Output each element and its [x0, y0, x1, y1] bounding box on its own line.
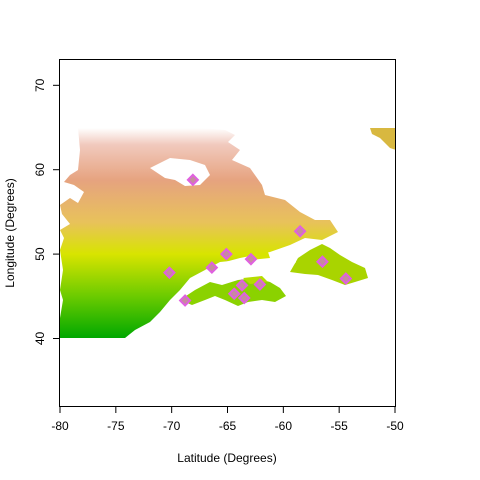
- gulf-water: [205, 250, 296, 282]
- site-marker: [293, 224, 307, 238]
- site-marker: [244, 252, 258, 266]
- y-axis-label: Longitude (Degrees): [3, 178, 17, 287]
- site-marker: [205, 261, 219, 275]
- y-axis: 40 50 60 70: [33, 78, 60, 345]
- site-markers: [163, 173, 353, 307]
- site-marker: [163, 266, 176, 280]
- site-marker: [235, 278, 249, 292]
- greenland-raster: [370, 128, 396, 150]
- y-tick-label: 60: [33, 163, 47, 177]
- x-axis: -80 -75 -70 -65 -60 -55 -50: [51, 406, 404, 433]
- site-marker: [227, 287, 241, 301]
- y-tick-label: 70: [33, 78, 47, 92]
- site-marker: [178, 294, 192, 307]
- x-tick-label: -50: [386, 419, 404, 433]
- newfoundland-raster: [290, 244, 368, 285]
- raster-layer: [60, 128, 396, 338]
- x-axis-label: Latitude (Degrees): [177, 451, 276, 465]
- y-tick-label: 40: [33, 331, 47, 345]
- hudson-bay-water: [60, 150, 75, 168]
- y-tick-label: 50: [33, 247, 47, 261]
- mainland-raster: [60, 128, 338, 338]
- x-tick-label: -55: [330, 419, 348, 433]
- x-tick-label: -65: [219, 419, 237, 433]
- site-marker: [237, 291, 251, 305]
- x-tick-label: -80: [51, 419, 69, 433]
- site-marker: [316, 255, 329, 269]
- site-marker: [339, 272, 353, 285]
- site-marker: [219, 247, 233, 261]
- x-tick-label: -70: [163, 419, 181, 433]
- site-marker: [253, 278, 267, 291]
- x-tick-label: -75: [107, 419, 125, 433]
- x-tick-label: -60: [275, 419, 293, 433]
- site-marker: [186, 173, 200, 187]
